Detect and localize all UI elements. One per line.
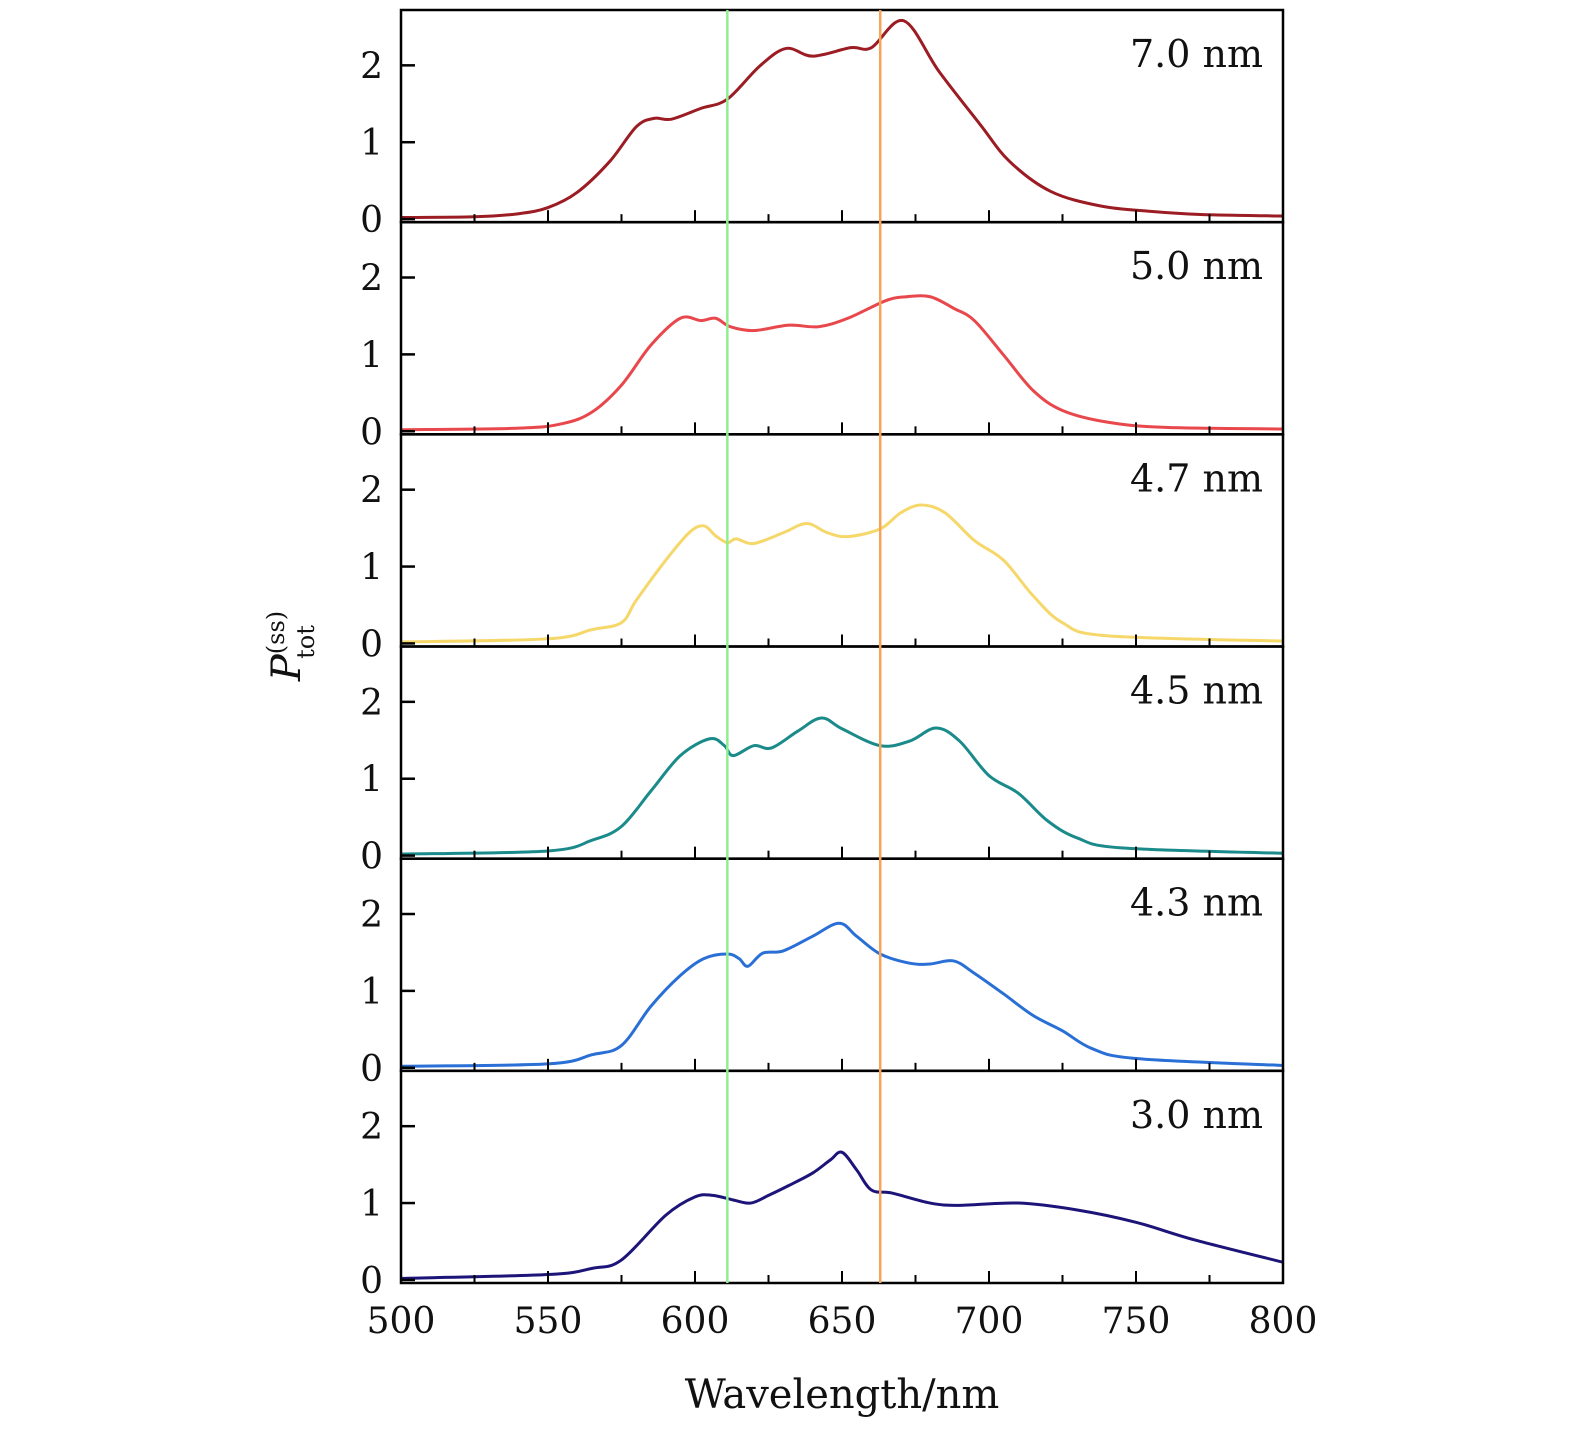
y-axis-label-subscript: tot xyxy=(292,625,320,659)
x-tick-label: 800 xyxy=(1249,1301,1318,1342)
x-tick-label: 650 xyxy=(808,1301,877,1342)
x-tick-label: 750 xyxy=(1102,1301,1171,1342)
series-line-50 xyxy=(400,294,1284,432)
y-tick-label: 1 xyxy=(360,335,383,376)
y-tick-label: 0 xyxy=(360,1261,383,1302)
y-tick-label: 2 xyxy=(360,683,383,724)
y-tick-label: 1 xyxy=(360,972,383,1013)
y-tick-label: 0 xyxy=(360,1049,383,1090)
series-line-45 xyxy=(400,716,1284,856)
x-tick-label: 550 xyxy=(514,1301,583,1342)
y-tick-label: 2 xyxy=(360,471,383,512)
panel-label: 5.0 nm xyxy=(1130,244,1263,288)
series-line-47 xyxy=(400,503,1284,644)
y-tick-label: 2 xyxy=(360,895,383,936)
y-tick-label: 0 xyxy=(360,200,383,241)
y-tick-label: 2 xyxy=(360,46,383,87)
x-axis-label: Wavelength/nm xyxy=(685,1372,1000,1418)
panel-frame xyxy=(399,1069,1285,1285)
y-tick-label: 2 xyxy=(360,259,383,300)
series-line-70 xyxy=(400,19,1284,220)
x-tick-label: 700 xyxy=(955,1301,1024,1342)
y-tick-label: 0 xyxy=(360,412,383,453)
y-axis-label: P(ss)tot xyxy=(262,611,320,682)
panel-label: 3.0 nm xyxy=(1130,1093,1263,1137)
y-tick-label: 0 xyxy=(360,624,383,665)
y-axis-label-base: P xyxy=(264,653,310,682)
series-line-30 xyxy=(400,1150,1284,1280)
panel-label: 7.0 nm xyxy=(1130,32,1263,76)
y-tick-label: 0 xyxy=(360,837,383,878)
y-tick-label: 1 xyxy=(360,760,383,801)
panel-label: 4.5 nm xyxy=(1130,669,1263,713)
series-line-43 xyxy=(400,921,1284,1068)
x-tick-label: 600 xyxy=(661,1301,730,1342)
y-tick-label: 1 xyxy=(360,123,383,164)
panel-label: 4.3 nm xyxy=(1130,881,1263,925)
y-tick-label: 1 xyxy=(360,1184,383,1225)
x-tick-label: 500 xyxy=(367,1301,436,1342)
y-tick-label: 1 xyxy=(360,548,383,589)
panel-label: 4.7 nm xyxy=(1130,456,1263,500)
y-axis-label-superscript: (ss) xyxy=(262,611,290,654)
y-tick-label: 2 xyxy=(360,1107,383,1148)
